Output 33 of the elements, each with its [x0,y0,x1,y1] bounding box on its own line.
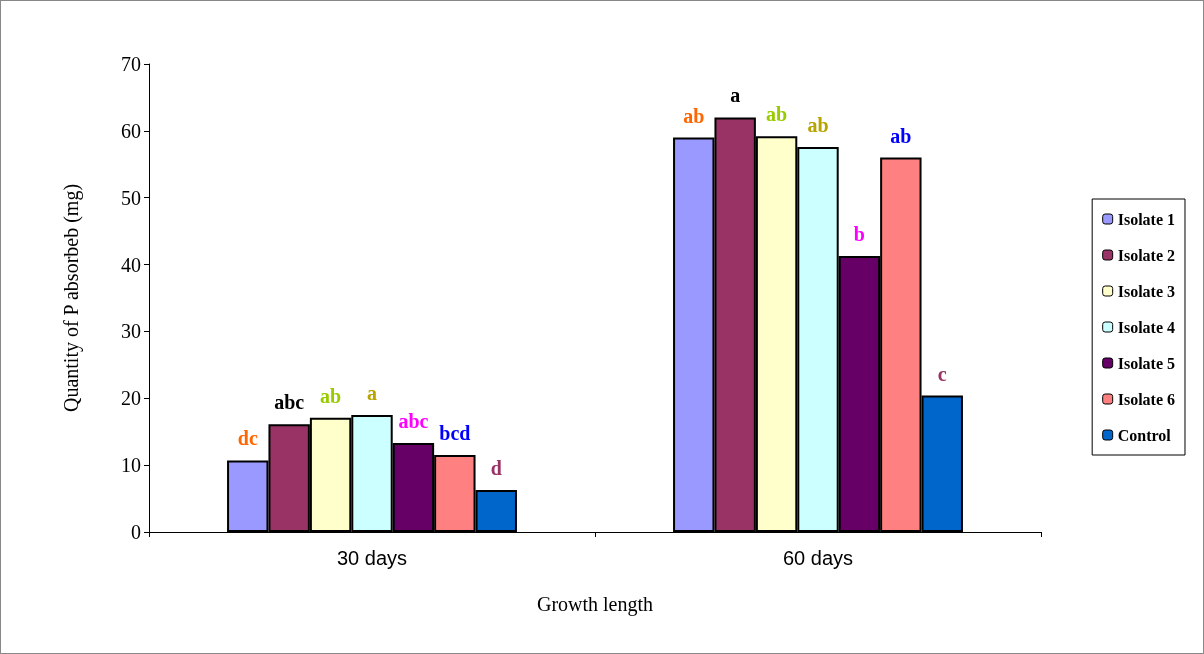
data-label: abc [274,391,305,414]
data-label: ab [807,113,829,136]
data-label: abc [398,410,429,433]
x-axis-title: Growth length [536,593,654,616]
y-axis-title: Quantity of P absorbeb (mg) [60,183,83,413]
data-label: dc [237,427,258,450]
legend-label: Isolate 6 [1117,390,1175,408]
data-label: a [730,84,741,107]
data-label: b [853,222,865,245]
y-tick-label: 30 [121,320,141,343]
legend-label: Isolate 2 [1117,246,1175,264]
legend-label: Isolate 4 [1117,318,1175,336]
y-tick-label: 50 [121,186,141,209]
y-tick-label: 40 [121,253,141,276]
data-label: d [490,456,502,479]
legend-label: Isolate 3 [1117,282,1175,300]
data-label: a [367,382,377,404]
y-tick-label: 70 [121,53,141,75]
data-label: ab [683,104,705,127]
legend-label: Control [1117,426,1172,444]
data-label: ab [890,124,912,147]
y-tick-label: 10 [121,454,141,477]
data-label: c [937,362,947,385]
legend-label: Isolate 1 [1117,210,1175,228]
x-tick-label: 60 days [782,547,854,569]
y-tick-label: 20 [121,387,141,410]
y-tick-label: 0 [131,521,141,543]
legend-label: Isolate 5 [1117,354,1175,372]
x-tick-label: 30 days [336,547,408,569]
y-tick-label: 60 [121,119,141,142]
data-label: bcd [439,422,471,445]
data-label: ab [766,103,788,126]
data-label: ab [320,384,342,407]
